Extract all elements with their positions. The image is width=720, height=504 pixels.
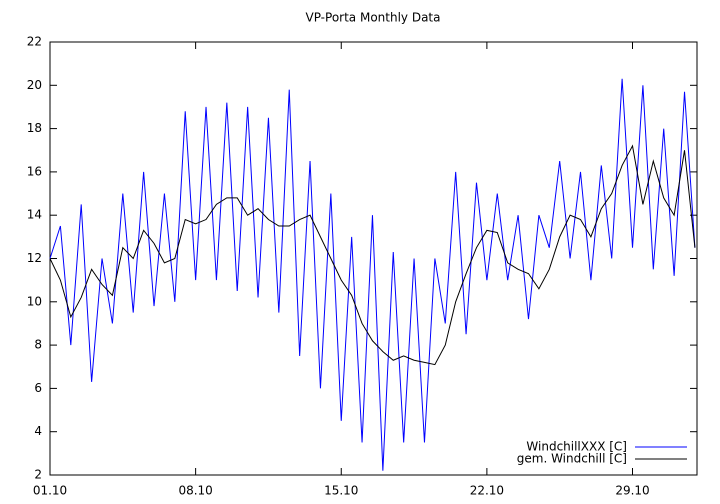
y-tick-label: 14 [27, 208, 42, 222]
x-tick-label: 29.10 [615, 484, 649, 498]
x-tick-label: 01.10 [33, 484, 67, 498]
y-tick-label: 10 [27, 294, 42, 308]
y-tick-label: 12 [27, 251, 42, 265]
chart-title: VP-Porta Monthly Data [306, 11, 441, 25]
x-tick-label: 15.10 [324, 484, 358, 498]
x-tick-label: 22.10 [470, 484, 504, 498]
y-tick-label: 20 [27, 78, 42, 92]
series-line [49, 78, 696, 471]
series-line [49, 144, 696, 366]
y-tick-label: 4 [34, 424, 42, 438]
legend-label: WindchillXXX [C] [526, 440, 627, 454]
y-tick-label: 2 [34, 468, 42, 482]
y-tick-label: 8 [34, 338, 42, 352]
y-tick-label: 22 [27, 35, 42, 49]
y-tick-label: 16 [27, 164, 42, 178]
legend-label: gem. Windchill [C] [517, 452, 627, 466]
y-tick-label: 6 [34, 381, 42, 395]
y-tick-label: 18 [27, 121, 42, 135]
x-tick-label: 08.10 [178, 484, 212, 498]
